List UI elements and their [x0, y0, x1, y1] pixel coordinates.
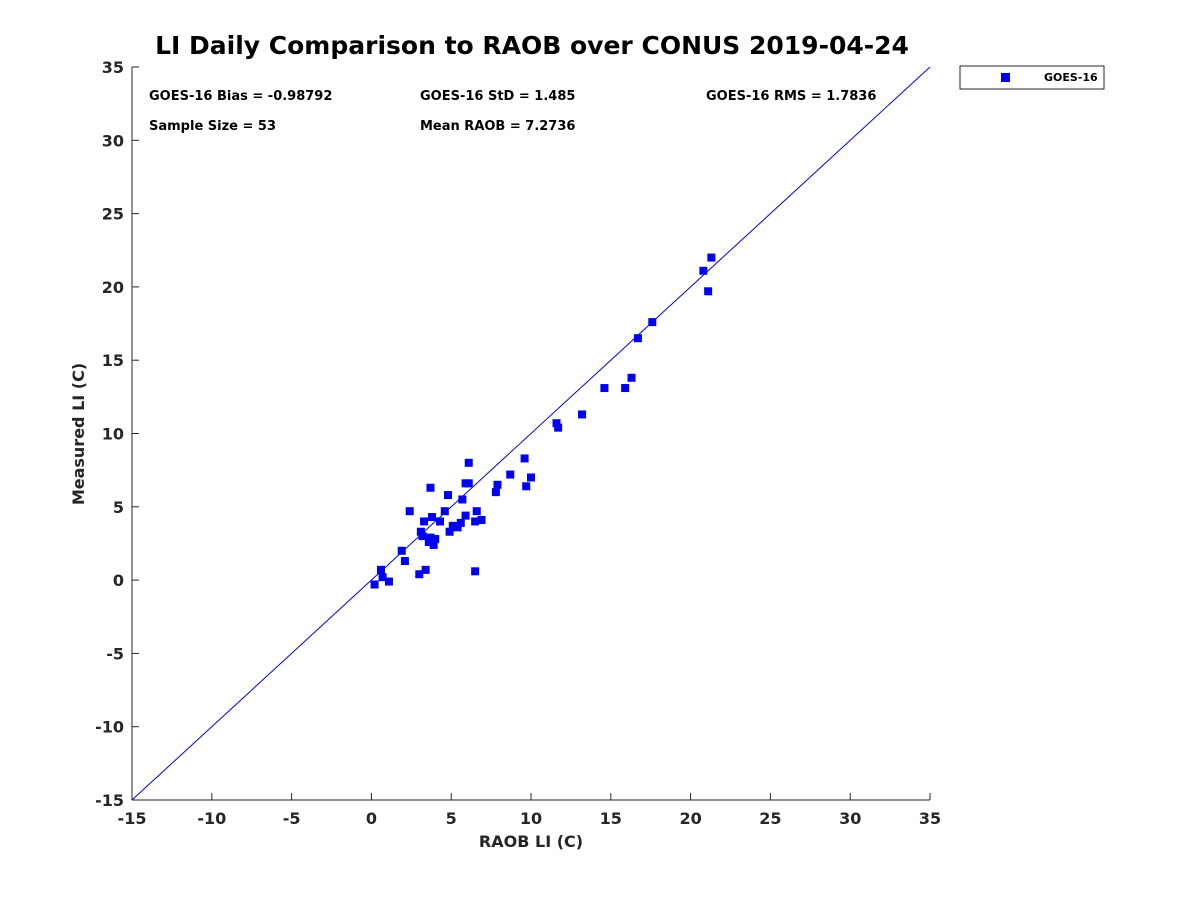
data-point	[400, 557, 409, 566]
y-tick-label: 5	[113, 498, 124, 517]
y-tick-label: 15	[102, 351, 124, 370]
data-point	[552, 419, 561, 428]
data-point	[578, 410, 587, 419]
data-point	[704, 287, 713, 296]
data-point	[471, 567, 480, 576]
legend-box	[959, 65, 1105, 90]
x-axis-ticks: -15 -10 -5 0 5 10 15 20 25 30 35	[118, 793, 941, 828]
data-point	[405, 507, 414, 516]
x-tick-label: -5	[283, 809, 301, 828]
y-tick-label: 20	[102, 278, 124, 297]
x-tick-label: -10	[197, 809, 226, 828]
data-point	[453, 523, 462, 532]
data-point	[621, 384, 630, 393]
x-tick-label: -15	[118, 809, 147, 828]
legend-label-goes16: GOES-16	[1044, 71, 1098, 84]
y-axis-label: Measured LI (C)	[69, 363, 88, 505]
data-point	[600, 384, 609, 393]
y-tick-label: 25	[102, 205, 124, 224]
data-point	[456, 518, 465, 527]
y-tick-label: 30	[102, 131, 124, 150]
data-point	[458, 495, 467, 504]
chart-title: LI Daily Comparison to RAOB over CONUS 2…	[155, 31, 909, 60]
data-point	[416, 527, 425, 536]
data-point	[445, 527, 454, 536]
data-point	[431, 535, 440, 544]
data-point	[699, 266, 708, 275]
legend: GOES-16	[959, 65, 1105, 90]
data-point	[384, 577, 393, 586]
data-point	[527, 473, 535, 482]
legend-marker-goes16	[1001, 73, 1010, 82]
y-tick-label: -5	[106, 644, 124, 663]
stat-mean-raob: Mean RAOB = 7.2736	[420, 119, 575, 134]
y-tick-label: 35	[102, 58, 124, 77]
data-point	[370, 580, 379, 589]
data-point	[418, 532, 427, 541]
data-point	[421, 565, 430, 574]
one-to-one-line	[131, 66, 931, 801]
x-tick-label: 0	[366, 809, 377, 828]
data-points	[370, 253, 716, 589]
data-point	[627, 373, 636, 382]
data-point	[491, 488, 500, 497]
data-point	[420, 517, 429, 526]
data-point	[464, 458, 473, 467]
stat-std: GOES-16 StD = 1.485	[420, 89, 575, 104]
y-axis-ticks: -15 -10 -5 0 5 10 15 20 25 30 35	[95, 58, 139, 810]
x-tick-label: 10	[520, 809, 542, 828]
data-point	[633, 334, 642, 343]
y-tick-label: -10	[95, 718, 124, 737]
data-point	[440, 507, 449, 516]
data-point	[522, 482, 531, 491]
data-point	[436, 517, 445, 526]
data-point	[378, 573, 387, 582]
data-point	[415, 570, 424, 579]
data-point	[376, 565, 385, 574]
x-tick-label: 5	[446, 809, 457, 828]
data-point	[461, 511, 470, 520]
data-point	[471, 517, 480, 526]
data-point	[554, 423, 563, 432]
data-point	[426, 533, 435, 542]
stat-sample-size: Sample Size = 53	[149, 119, 276, 134]
stat-bias: GOES-16 Bias = -0.98792	[149, 89, 332, 104]
data-point	[424, 537, 433, 546]
x-axis-label: RAOB LI (C)	[479, 832, 583, 851]
x-tick-label: 15	[600, 809, 622, 828]
data-point	[472, 507, 481, 516]
data-point	[444, 491, 453, 500]
data-point	[493, 480, 502, 489]
y-tick-label: 0	[113, 571, 124, 590]
data-point	[464, 479, 473, 488]
data-point	[506, 470, 515, 479]
data-point	[477, 515, 486, 524]
data-point	[648, 318, 657, 327]
stat-rms: GOES-16 RMS = 1.7836	[706, 89, 876, 104]
x-tick-label: 30	[839, 809, 861, 828]
data-point	[520, 454, 529, 463]
y-tick-label: 10	[102, 425, 124, 444]
x-tick-label: 20	[679, 809, 701, 828]
data-point	[448, 521, 457, 530]
x-tick-label: 35	[919, 809, 941, 828]
data-point	[429, 540, 438, 549]
y-tick-label: -15	[95, 791, 124, 810]
x-tick-label: 25	[759, 809, 781, 828]
data-point	[428, 513, 437, 522]
data-point	[426, 483, 435, 492]
data-point	[397, 546, 406, 555]
data-point	[707, 253, 716, 262]
